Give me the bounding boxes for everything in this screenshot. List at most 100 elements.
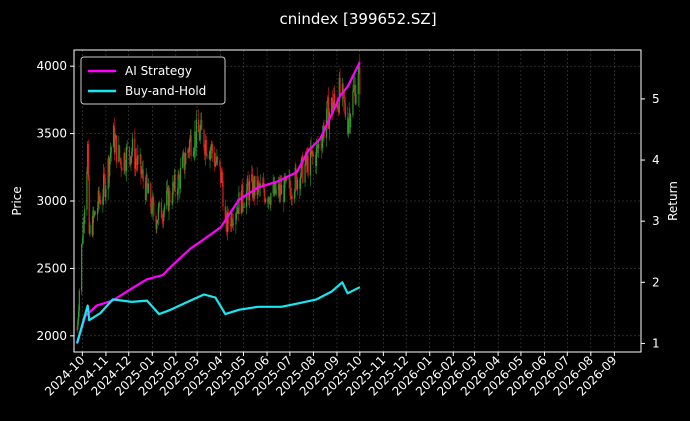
candle-body (242, 205, 245, 208)
candle-body (189, 135, 191, 141)
candle-body (309, 147, 311, 176)
candle-body (185, 152, 187, 164)
candle-body (316, 145, 318, 148)
candle-body (216, 156, 218, 164)
candle-body (305, 152, 307, 165)
candle-body (140, 154, 142, 174)
candle-body (248, 180, 251, 201)
candle-body (337, 105, 339, 108)
y-tick-label-left: 3500 (36, 127, 67, 141)
candle-body (152, 197, 154, 203)
candle-body (209, 150, 211, 159)
candle-body (109, 152, 112, 158)
candle-body (125, 168, 127, 172)
candle-body (128, 147, 131, 157)
candle-body (236, 207, 239, 213)
candle-body (354, 85, 356, 104)
candle-body (226, 214, 228, 233)
candle-body (134, 158, 137, 169)
candle-body (135, 158, 137, 162)
y-tick-label-left: 3000 (36, 194, 67, 208)
candle-body (312, 150, 314, 156)
candle-body (296, 179, 299, 190)
candle-body (150, 183, 152, 208)
candle-body (291, 196, 293, 199)
candle-body (210, 144, 213, 150)
candle-body (83, 221, 85, 224)
candle-body (246, 178, 248, 191)
candle-body (110, 147, 112, 153)
candle-body (256, 175, 258, 195)
candle-body (131, 151, 133, 157)
candle-body (352, 90, 354, 116)
candle-body (235, 213, 237, 225)
candle-body (355, 94, 357, 104)
candle-body (206, 154, 208, 156)
legend-box (80, 56, 226, 105)
chart-title: cnindex [399652.SZ] (279, 10, 436, 28)
candle-body (200, 119, 202, 130)
candle-body (290, 188, 292, 199)
candle-body (156, 223, 158, 229)
candle-body (137, 154, 139, 165)
candle-body (229, 224, 232, 227)
candle-body (190, 135, 192, 157)
candle-body (236, 212, 238, 214)
candle-body (242, 184, 244, 206)
candle-body (91, 224, 93, 236)
legend-label-ai-strategy: AI Strategy (125, 64, 192, 78)
candle-body (280, 184, 282, 195)
candle-body (118, 145, 120, 162)
candle-body (343, 89, 345, 101)
candle-body (344, 103, 346, 118)
candle-body (97, 190, 99, 208)
candle-body (183, 152, 185, 170)
candle-body (243, 207, 245, 209)
candle-body (76, 329, 78, 330)
candle-body (226, 212, 229, 233)
candle-body (325, 119, 327, 138)
candle-body (176, 192, 178, 195)
candle-body (169, 191, 171, 203)
candle-body (263, 182, 265, 193)
candle-body (302, 156, 304, 183)
candle-body (193, 151, 195, 155)
candle-body (114, 138, 116, 153)
candle-body (238, 192, 240, 214)
grid (74, 50, 641, 352)
candle-body (100, 200, 102, 205)
candle-body (353, 85, 356, 88)
candle-body (301, 156, 303, 161)
y-axis-label-right: Return (666, 181, 680, 221)
candle-body (161, 217, 163, 220)
candle-body (277, 183, 280, 190)
candle-body (103, 173, 105, 197)
candle-body (348, 112, 350, 122)
candle-body (347, 121, 349, 134)
candle-body (150, 207, 153, 214)
candle-body (177, 174, 179, 195)
candle-body (299, 179, 301, 189)
candle-body (334, 93, 336, 101)
candle-body (142, 169, 144, 182)
candle-body (305, 152, 308, 165)
candle-body (195, 131, 197, 148)
candle-body (272, 184, 274, 194)
candle-body (208, 154, 210, 159)
candle-body (274, 182, 276, 195)
candle-body (331, 98, 333, 112)
candle-body (134, 138, 136, 169)
candle-body (321, 135, 324, 149)
candle-body (172, 182, 174, 203)
candle-body (173, 175, 175, 188)
candle-body (315, 147, 318, 167)
candle-body (157, 219, 159, 224)
candle-body (299, 176, 302, 189)
candle-body (295, 168, 297, 172)
candle-body (349, 112, 351, 128)
candle-body (294, 168, 296, 193)
candle-body (231, 213, 233, 226)
candle-body (285, 176, 287, 182)
candle-body (289, 177, 291, 189)
candle-body (204, 140, 207, 155)
